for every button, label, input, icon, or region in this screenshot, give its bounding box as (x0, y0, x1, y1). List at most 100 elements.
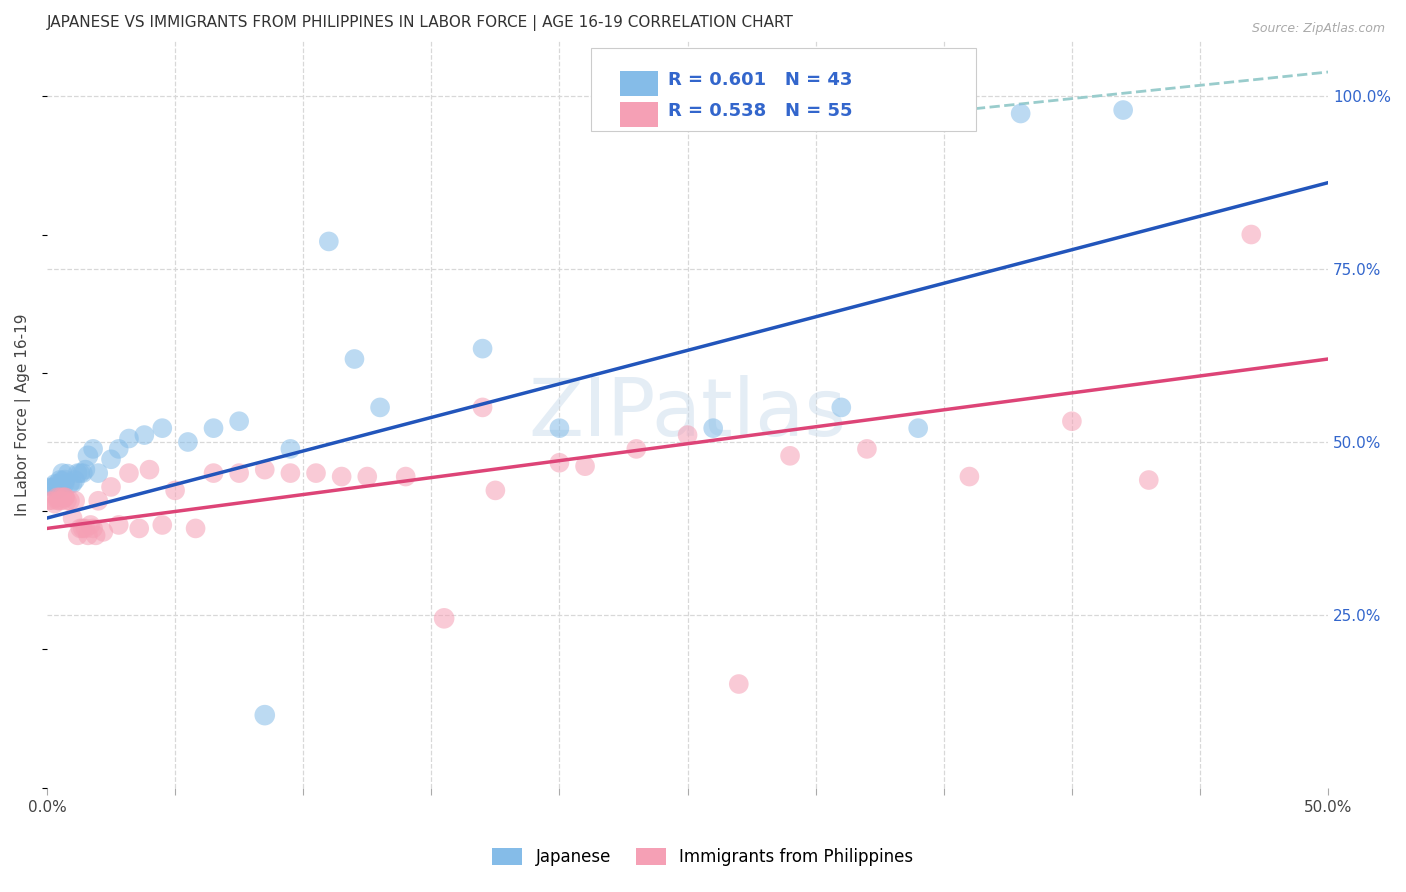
Point (484, 483, 506, 498)
Point (66, 466, 89, 480)
Point (202, 466, 225, 480)
Point (548, 421, 571, 435)
Point (63, 473, 86, 487)
Point (59, 476, 82, 491)
Point (56, 493, 79, 508)
Point (574, 459, 596, 474)
Point (56, 466, 79, 480)
Point (626, 442, 648, 456)
Point (53, 473, 76, 487)
Point (38, 480, 60, 494)
Point (79, 518, 101, 533)
Point (44, 476, 66, 491)
Point (118, 432, 141, 446)
Point (100, 452, 122, 467)
Point (49, 480, 72, 494)
Point (318, 235, 340, 249)
FancyBboxPatch shape (620, 102, 658, 127)
Point (727, 677, 749, 691)
Point (253, 708, 276, 723)
Y-axis label: In Labor Force | Age 16-19: In Labor Force | Age 16-19 (15, 313, 31, 516)
Point (63, 493, 86, 508)
Point (138, 463, 160, 477)
Point (75, 521, 97, 535)
Point (82, 521, 104, 535)
Point (253, 463, 276, 477)
Point (1240, 227, 1263, 242)
Point (44, 480, 66, 494)
Point (53, 491, 76, 505)
Point (62, 511, 84, 525)
Point (84, 528, 107, 542)
Point (1112, 103, 1135, 117)
Text: R = 0.538   N = 55: R = 0.538 N = 55 (668, 103, 853, 120)
Point (128, 521, 150, 535)
Point (280, 466, 302, 480)
Point (150, 421, 173, 435)
Point (150, 518, 173, 533)
Point (1137, 473, 1160, 487)
Point (53, 476, 76, 491)
Point (46, 483, 69, 498)
Point (75, 463, 97, 477)
Point (49, 491, 72, 505)
Point (471, 401, 494, 415)
Point (856, 442, 879, 456)
Point (165, 483, 187, 498)
Point (343, 351, 366, 366)
Point (87, 466, 110, 480)
Text: JAPANESE VS IMMIGRANTS FROM PHILIPPINES IN LABOR FORCE | AGE 16-19 CORRELATION C: JAPANESE VS IMMIGRANTS FROM PHILIPPINES … (46, 15, 794, 31)
Point (779, 449, 801, 463)
FancyBboxPatch shape (620, 70, 658, 96)
Point (957, 469, 980, 483)
Point (368, 401, 391, 415)
Point (46, 493, 69, 508)
Point (77, 528, 100, 542)
Point (51, 466, 73, 480)
Point (93, 524, 115, 539)
Point (38, 493, 60, 508)
Point (107, 442, 129, 456)
Text: ZIPatlas: ZIPatlas (529, 376, 846, 453)
Point (49, 493, 72, 508)
Point (433, 611, 456, 625)
Point (1060, 414, 1083, 428)
Point (62, 476, 84, 491)
Point (87, 493, 110, 508)
Point (53, 491, 76, 505)
Point (676, 428, 699, 442)
Point (395, 469, 418, 483)
Point (72, 521, 94, 535)
Point (82, 442, 104, 456)
Point (177, 434, 200, 449)
Point (59, 493, 82, 508)
Point (51, 491, 73, 505)
Point (51, 473, 73, 487)
Text: Source: ZipAtlas.com: Source: ZipAtlas.com (1251, 22, 1385, 36)
Point (830, 401, 852, 415)
Point (356, 469, 378, 483)
Point (41, 480, 63, 494)
Point (49, 473, 72, 487)
Point (77, 449, 100, 463)
Point (330, 469, 353, 483)
FancyBboxPatch shape (592, 48, 976, 130)
Point (69, 521, 91, 535)
Point (118, 466, 141, 480)
Point (907, 421, 929, 435)
Point (51, 493, 73, 508)
Point (202, 421, 225, 435)
Point (107, 518, 129, 533)
Point (184, 521, 207, 535)
Point (41, 493, 63, 508)
Point (66, 528, 89, 542)
Legend: Japanese, Immigrants from Philippines: Japanese, Immigrants from Philippines (484, 840, 922, 875)
Point (46, 491, 69, 505)
Point (100, 480, 122, 494)
Point (228, 414, 250, 428)
Point (471, 342, 494, 356)
Point (305, 466, 328, 480)
Point (44, 497, 66, 511)
Point (548, 456, 571, 470)
Point (1010, 106, 1032, 120)
